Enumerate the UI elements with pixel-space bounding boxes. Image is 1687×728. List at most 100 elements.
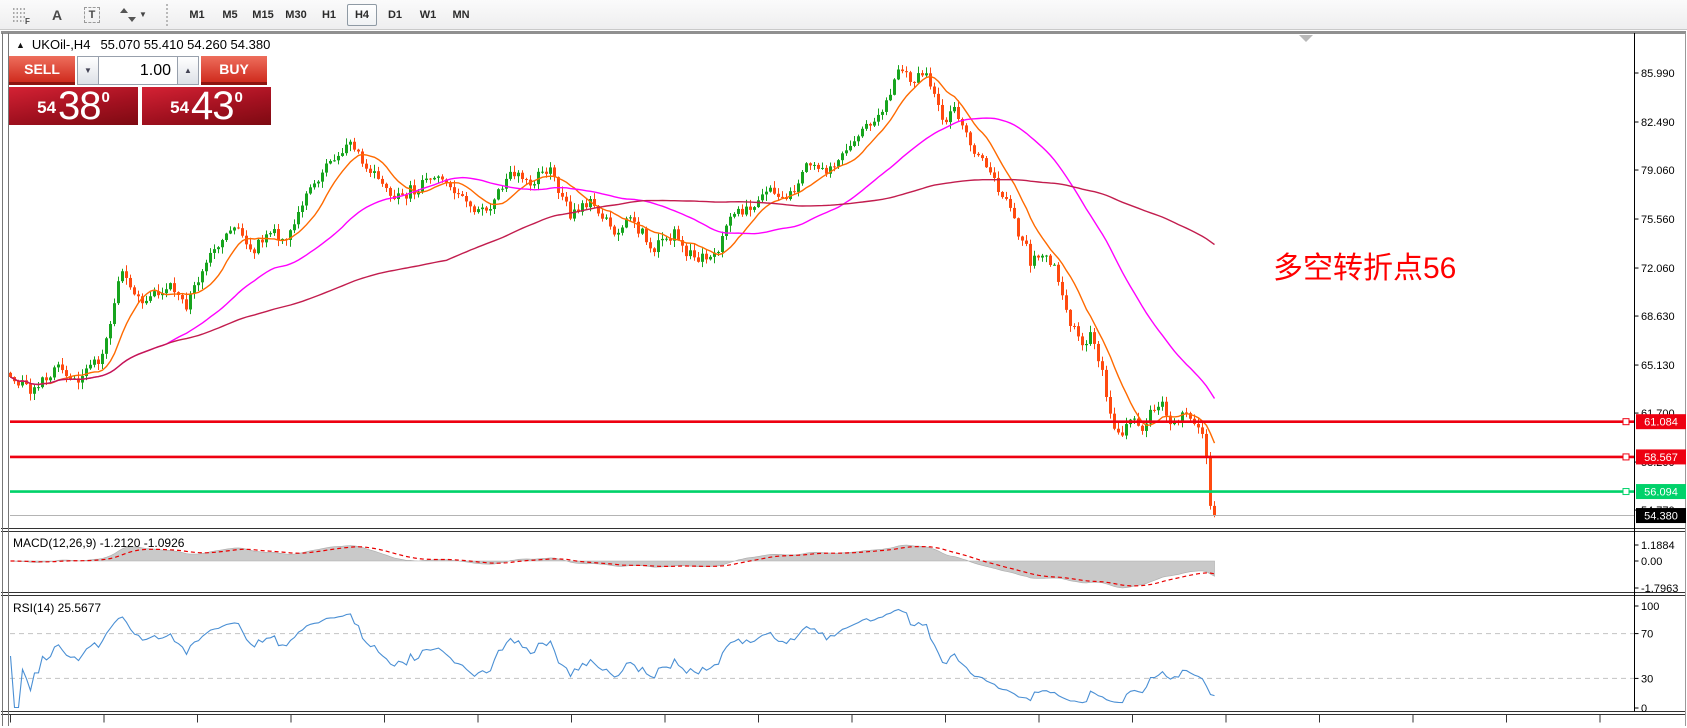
candle-up [505, 178, 508, 189]
symbol-period-label: UKOil-,H4 [31, 37, 91, 52]
text-label-tool-icon[interactable]: T [79, 4, 105, 26]
text-tool-icon[interactable]: A [51, 6, 63, 23]
candle-up [117, 281, 120, 304]
candle-down [637, 221, 640, 234]
price-tick-label: 65.130 [1641, 360, 1675, 372]
candle-down [681, 240, 684, 246]
candle-up [821, 167, 824, 169]
candle-up [789, 191, 792, 200]
candle-down [645, 228, 648, 243]
candle-up [769, 187, 772, 192]
candle-down [521, 172, 524, 180]
candle-down [485, 207, 488, 211]
candle-up [673, 229, 676, 241]
candle-up [273, 229, 276, 234]
price-badge-label: 54.380 [1644, 511, 1678, 523]
candle-up [309, 187, 312, 194]
candle-up [113, 303, 116, 324]
candle-up [165, 289, 168, 294]
buy-button[interactable]: BUY [201, 56, 267, 85]
candle-up [1161, 401, 1164, 407]
sell-button[interactable]: SELL [9, 56, 75, 85]
timeframe-button-h1[interactable]: H1 [321, 8, 337, 21]
candle-up [689, 250, 692, 257]
macd-axis-label: 0.00 [1641, 556, 1662, 568]
candle-up [289, 230, 292, 240]
candle-down [1165, 401, 1168, 416]
candle-down [1081, 336, 1084, 346]
candle-up [617, 232, 620, 235]
candle-down [469, 201, 472, 207]
sell-price-display[interactable]: 54 38 0 [9, 86, 138, 126]
candle-down [609, 217, 612, 227]
macd-axis-label: -1.7963 [1641, 583, 1678, 595]
trade-panel-price-row: 54 38 0 54 43 0 [9, 86, 271, 126]
timeframe-button-h4[interactable]: H4 [347, 3, 377, 26]
timeframe-button-w1[interactable]: W1 [419, 8, 437, 21]
candle-up [709, 256, 712, 260]
arrows-tool-icon[interactable]: ▼ [114, 4, 152, 26]
candle-up [57, 364, 60, 368]
candle-up [717, 251, 720, 253]
candle-up [197, 282, 200, 286]
candle-up [877, 114, 880, 122]
volume-increase-button[interactable]: ▲ [177, 56, 199, 85]
candle-up [1033, 255, 1036, 266]
candle-up [49, 377, 52, 381]
timeframe-button-m30[interactable]: M30 [285, 8, 307, 21]
buy-price-display[interactable]: 54 43 0 [142, 86, 271, 126]
candle-down [577, 209, 580, 212]
candle-up [829, 166, 832, 174]
candle-down [381, 178, 384, 184]
candle-down [1005, 197, 1008, 199]
candle-up [805, 163, 808, 172]
price-tick-label: 75.560 [1641, 214, 1675, 226]
candle-up [897, 69, 900, 80]
candle-down [441, 176, 444, 180]
chart-annotation-text[interactable]: 多空转折点56 [1273, 252, 1457, 285]
volume-decrease-button[interactable]: ▼ [77, 56, 99, 85]
volume-input[interactable] [99, 56, 177, 85]
candle-down [45, 377, 48, 381]
candle-down [449, 183, 452, 188]
candle-down [961, 119, 964, 126]
timeframe-button-d1[interactable]: D1 [387, 8, 403, 21]
candle-down [241, 228, 244, 236]
candle-up [765, 191, 768, 195]
candle-down [957, 106, 960, 120]
candle-up [1053, 264, 1056, 266]
candle-up [85, 368, 88, 377]
line-handle[interactable] [1622, 453, 1630, 461]
timeframe-button-m5[interactable]: M5 [222, 8, 238, 21]
candle-up [41, 377, 44, 388]
candle-up [213, 249, 216, 253]
chevron-down-icon[interactable]: ▼ [139, 10, 147, 19]
timeframe-button-m15[interactable]: M15 [252, 8, 274, 21]
candle-up [1089, 332, 1092, 344]
shift-marker-triangle[interactable] [1299, 35, 1313, 42]
candle-down [61, 364, 64, 371]
fibonacci-retracement-icon[interactable]: F [9, 4, 35, 26]
collapse-subwindow-icon[interactable]: ▲ [16, 39, 25, 50]
candle-down [585, 203, 588, 208]
candle-up [53, 367, 56, 378]
candle-down [137, 294, 140, 297]
candle-down [1073, 325, 1076, 327]
timeframe-button-mn[interactable]: MN [452, 8, 470, 21]
candle-down [1201, 427, 1204, 434]
candle-up [745, 206, 748, 215]
candle-up [625, 218, 628, 228]
candle-down [1141, 425, 1144, 431]
timeframe-button-m1[interactable]: M1 [189, 8, 205, 21]
sell-price-point: 0 [101, 89, 110, 106]
candle-down [933, 86, 936, 94]
price-tick-label: 82.490 [1641, 117, 1675, 129]
timeframe-bar: M1 M5 M15 M30 H1 H4 D1 W1 MN [179, 3, 476, 26]
candle-down [565, 196, 568, 202]
line-handle[interactable] [1622, 418, 1630, 426]
candle-up [857, 136, 860, 142]
candle-up [169, 283, 172, 290]
candle-down [369, 168, 372, 173]
candle-down [245, 235, 248, 245]
line-handle[interactable] [1622, 488, 1630, 496]
